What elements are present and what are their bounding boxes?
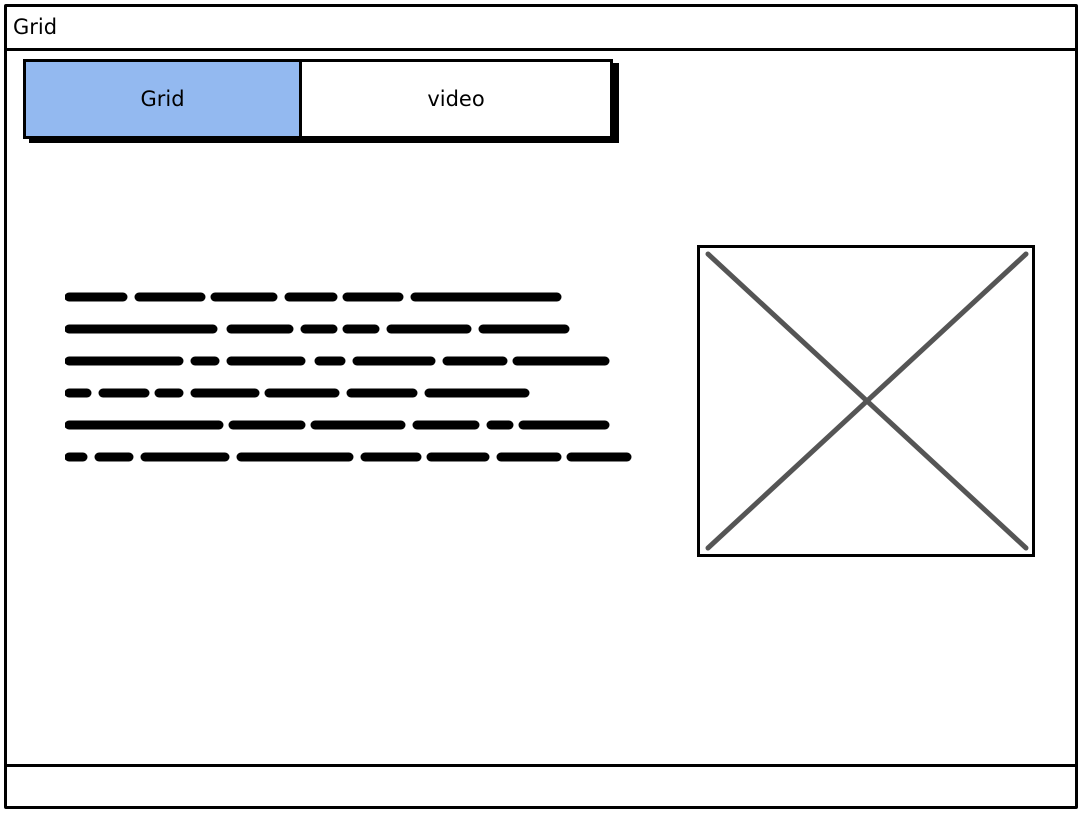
tab-video-label: video: [427, 87, 485, 111]
text-placeholder-line: [65, 313, 635, 345]
text-placeholder-line: [65, 409, 635, 441]
image-placeholder: [697, 245, 1035, 557]
title-bar: Grid: [7, 7, 1075, 51]
tab-grid-label: Grid: [140, 87, 185, 111]
image-placeholder-icon: [705, 251, 1029, 551]
text-placeholder-line: [65, 377, 635, 409]
text-placeholder-line: [65, 345, 635, 377]
app-window: Grid Grid video: [4, 4, 1078, 809]
text-placeholder-line: [65, 441, 635, 473]
text-placeholder-line: [65, 281, 635, 313]
tab-grid[interactable]: Grid: [26, 62, 302, 136]
text-placeholder-paragraph: [65, 281, 635, 473]
tab-video[interactable]: video: [302, 62, 610, 136]
status-bar: [7, 764, 1075, 806]
window-title: Grid: [13, 15, 58, 39]
tab-bar: Grid video: [23, 59, 613, 139]
